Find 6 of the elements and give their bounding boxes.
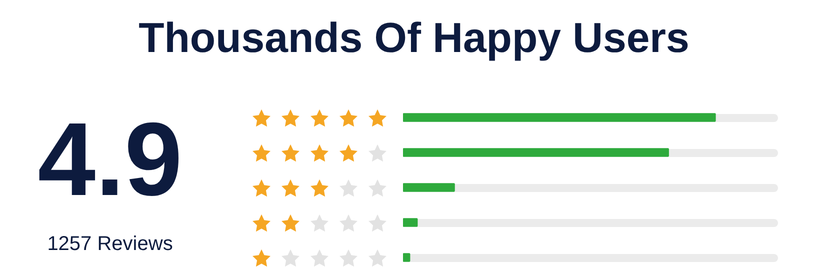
bar [403,218,418,227]
text: 1257 Reviews [46,233,174,256]
bar [403,253,410,262]
text: 4.9 [36,102,184,218]
bar [403,183,455,192]
chart-title: Thousands Of Happy Users [138,14,690,62]
